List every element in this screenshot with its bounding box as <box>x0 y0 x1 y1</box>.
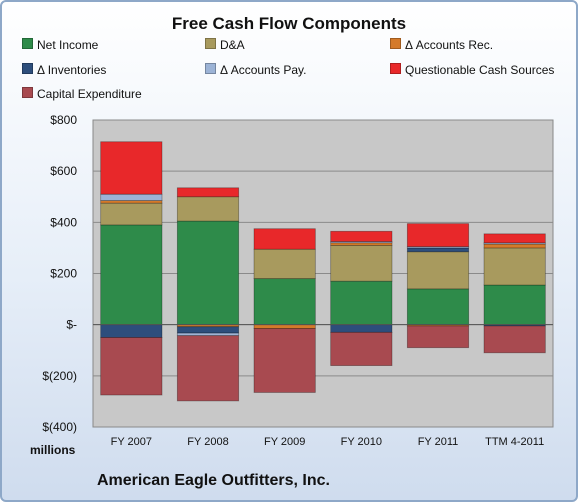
bar-segment <box>330 280 393 326</box>
legend-item: Capital Expenditure <box>22 87 142 101</box>
bar-segment <box>100 202 163 226</box>
x-category-label: FY 2007 <box>111 436 152 448</box>
y-tick-label: $800 <box>50 113 77 127</box>
bar-segment <box>100 141 163 195</box>
bar-segment <box>253 228 316 250</box>
legend-swatch <box>205 38 216 49</box>
legend-label: Capital Expenditure <box>37 87 142 101</box>
y-tick-label: $- <box>66 318 77 332</box>
company-name: American Eagle Outfitters, Inc. <box>97 472 330 489</box>
bar-segment <box>483 325 546 354</box>
bar-segment <box>176 220 240 326</box>
bar-segment <box>176 332 240 337</box>
legend-swatch <box>22 38 33 49</box>
x-category-label: TTM 4-2011 <box>485 436 544 448</box>
x-category-label: FY 2010 <box>341 436 382 448</box>
bar-segment <box>406 251 470 290</box>
legend-swatch <box>22 63 33 74</box>
legend-swatch <box>390 63 401 74</box>
x-category-label: FY 2009 <box>264 436 305 448</box>
bar-segment <box>176 326 240 334</box>
y-tick-label: $(200) <box>42 369 77 383</box>
bar-segment <box>406 325 470 349</box>
bar-segment <box>176 335 240 402</box>
legend-label: Δ Inventories <box>37 63 107 77</box>
bar-segment <box>176 196 240 222</box>
bar-segment <box>330 242 393 246</box>
legend-item: Δ Accounts Pay. <box>205 63 307 77</box>
bar-segment <box>100 193 163 201</box>
x-category-label: FY 2008 <box>187 436 228 448</box>
bar-segment <box>330 324 393 333</box>
legend-label: Δ Accounts Rec. <box>405 38 494 52</box>
bar-segment <box>100 224 163 326</box>
bar-segment <box>406 288 470 326</box>
legend-item: D&A <box>205 38 245 52</box>
legend-label: Questionable Cash Sources <box>405 63 555 77</box>
legend-item: Net Income <box>22 38 98 52</box>
chart-title: Free Cash Flow Components <box>171 14 407 33</box>
bar-segment <box>253 328 316 393</box>
bar-segment <box>176 187 240 198</box>
legend-swatch <box>22 87 33 98</box>
y-tick-label: $400 <box>50 215 77 229</box>
bar-segment <box>483 243 546 249</box>
bar-segment <box>483 247 546 286</box>
bar-segment <box>100 324 163 338</box>
legend-swatch <box>205 63 216 74</box>
bar-segment <box>330 244 393 282</box>
legend-item: Δ Accounts Rec. <box>390 38 493 52</box>
bar-segment <box>253 248 316 280</box>
x-category-label: FY 2011 <box>418 436 459 448</box>
legend-label: D&A <box>220 38 245 52</box>
y-axis-unit-label: millions <box>30 443 76 457</box>
bar-segment <box>483 284 546 326</box>
y-tick-label: $(400) <box>42 420 77 434</box>
y-tick-label: $600 <box>50 164 77 178</box>
bar-segment <box>406 223 470 248</box>
legend-label: Δ Accounts Pay. <box>220 63 307 77</box>
bar-segment <box>483 233 546 244</box>
y-tick-label: $200 <box>50 267 77 281</box>
legend-item: Questionable Cash Sources <box>390 63 554 77</box>
legend-swatch <box>390 38 401 49</box>
bar-segment <box>100 337 163 396</box>
bar-segment <box>253 278 316 326</box>
bar-segment <box>330 230 393 242</box>
legend-label: Net Income <box>37 38 99 52</box>
legend-item: Δ Inventories <box>22 63 106 77</box>
bar-segment <box>406 247 470 253</box>
bar-segment <box>330 331 393 367</box>
bar-segment <box>253 324 316 329</box>
